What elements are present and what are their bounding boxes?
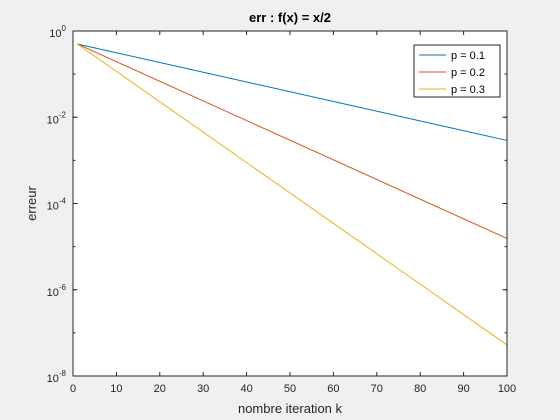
y-tick-exponent: -6 [59,283,67,292]
y-tick-label: 10-8 [47,369,67,385]
y-tick-base: 10 [47,287,59,299]
x-tick-label: 80 [414,383,426,395]
x-tick-label: 90 [457,383,469,395]
series-line-1 [77,43,508,141]
x-axis-label: nombre iteration k [238,401,343,416]
y-tick-base: 10 [49,28,61,40]
chart-title: err : f(x) = x/2 [249,10,331,25]
x-tick-label: 50 [284,383,296,395]
y-tick-exponent: 0 [62,24,67,33]
y-tick-label: 100 [49,24,66,40]
y-axis-label: erreur [24,185,39,220]
legend-label-1: p = 0.1 [451,50,485,62]
x-axis-ticks: 0 10 20 30 40 50 60 70 80 90 100 [70,31,516,395]
series-line-2 [77,43,508,239]
y-tick-label: 10-4 [47,197,67,213]
x-tick-label: 60 [327,383,339,395]
x-tick-label: 30 [197,383,209,395]
legend-label-3: p = 0.3 [451,84,485,96]
legend: p = 0.1 p = 0.2 p = 0.3 [413,44,501,98]
y-tick-exponent: -8 [59,369,67,378]
legend-label-2: p = 0.2 [451,67,485,79]
legend-box [413,44,501,98]
series-line-3 [77,43,508,346]
y-tick-exponent: -4 [59,197,67,206]
x-tick-label: 40 [240,383,252,395]
x-tick-label: 70 [371,383,383,395]
y-tick-base: 10 [47,201,59,213]
y-tick-exponent: -2 [59,110,67,119]
y-tick-label: 10-6 [47,283,67,299]
x-tick-label: 20 [154,383,166,395]
series-layer [77,43,508,346]
y-tick-base: 10 [47,114,59,126]
x-tick-label: 10 [110,383,122,395]
x-tick-label: 100 [498,383,516,395]
y-tick-base: 10 [47,373,59,385]
x-tick-label: 0 [70,383,76,395]
axes-box [72,30,508,377]
y-tick-label: 10-2 [47,110,67,126]
